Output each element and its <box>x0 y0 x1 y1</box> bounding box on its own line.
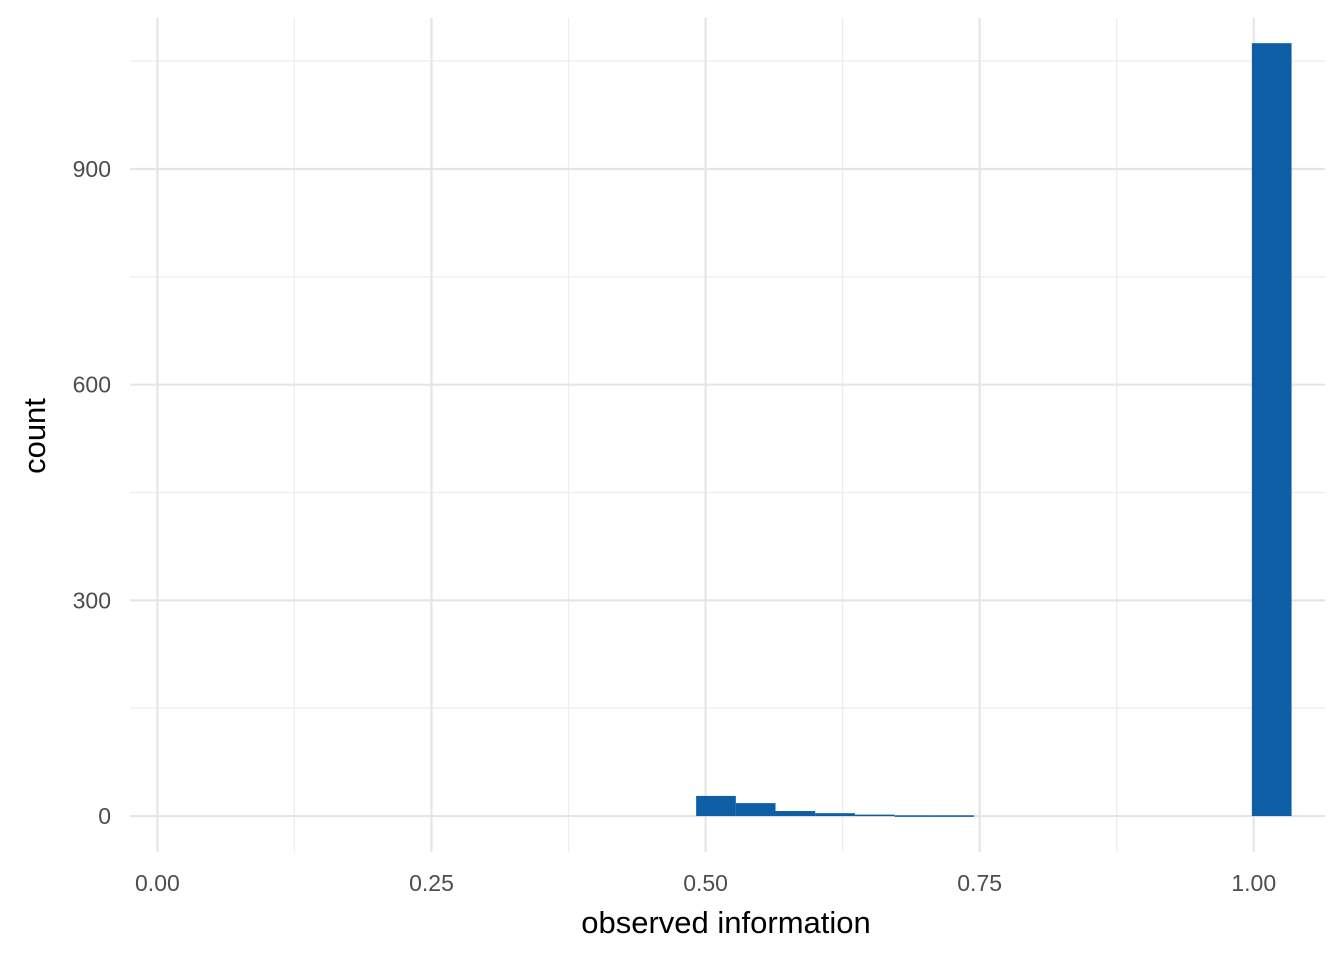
histogram-bar <box>934 815 974 817</box>
histogram-bar <box>894 815 935 817</box>
histogram-bar <box>854 814 895 817</box>
major-gridlines <box>130 18 1325 852</box>
x-axis-tick-labels: 0.00 0.25 0.50 0.75 1.00 <box>135 870 1276 896</box>
x-tick-label: 0.00 <box>135 870 180 896</box>
y-tick-label: 900 <box>73 156 111 182</box>
y-tick-label: 600 <box>73 372 111 398</box>
x-tick-label: 0.25 <box>409 870 454 896</box>
histogram-bar <box>1251 43 1292 817</box>
x-tick-label: 1.00 <box>1231 870 1276 896</box>
y-axis-tick-labels: 0 300 600 900 <box>73 156 111 829</box>
minor-gridlines <box>130 18 1325 852</box>
histogram-bars <box>696 43 1292 817</box>
x-axis-title: observed information <box>581 905 871 940</box>
y-axis-title: count <box>17 398 52 474</box>
y-tick-label: 300 <box>73 587 111 613</box>
histogram-bar <box>815 813 855 817</box>
histogram-bar <box>735 803 776 817</box>
histogram-bar <box>775 811 816 817</box>
y-tick-label: 0 <box>98 803 111 829</box>
x-tick-label: 0.50 <box>683 870 728 896</box>
histogram-bar <box>696 795 736 817</box>
x-tick-label: 0.75 <box>957 870 1002 896</box>
